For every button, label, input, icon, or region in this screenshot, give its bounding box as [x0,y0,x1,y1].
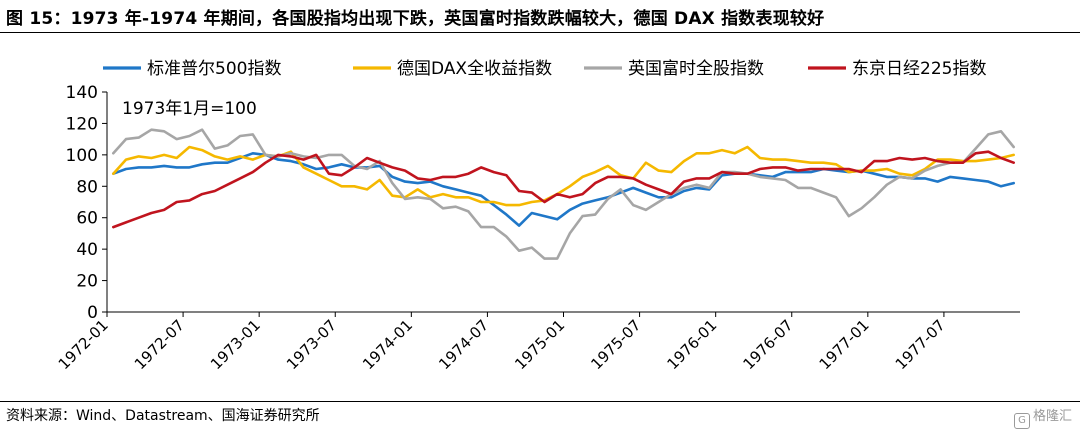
y-tick-label: 60 [76,209,98,229]
series-line-4 [112,150,1016,229]
legend-label: 东京日经225指数 [852,59,986,79]
series-line-3 [112,128,1016,260]
x-tick-label: 1973-07 [283,316,340,373]
y-tick-label: 100 [66,146,98,166]
chart-title: 图 15：1973 年-1974 年期间，各国股指均出现下跌，英国富时指数跌幅较… [6,9,825,29]
x-tick-label: 1973-01 [207,316,264,373]
base-annotation: 1973年1月=100 [122,99,257,119]
x-tick-label: 1972-07 [131,316,188,373]
x-tick-label: 1974-07 [435,316,492,373]
x-ticks: 1972-01 1972-07 1973-01 1973-07 1974-01 1974-… [55,312,949,373]
x-tick-label: 1976-07 [740,316,797,373]
line-chart: 标准普尔500指数 德国DAX全收益指数 英国富时全股指数 东京日经225指数 0 20… [55,59,1020,373]
axes [106,92,1020,313]
watermark: G 格隆汇 [1013,405,1072,429]
x-tick-label: 1976-01 [663,316,720,373]
y-tick-label: 20 [76,272,98,292]
y-tick-label: 120 [66,114,98,134]
x-tick-label: 1975-01 [511,316,568,373]
x-tick-label: 1977-07 [892,316,949,373]
x-tick-label: 1977-01 [816,316,873,373]
x-tick-label: 1972-01 [55,316,112,373]
watermark-logo-icon: G [1013,413,1030,429]
y-tick-label: 80 [76,177,98,197]
y-tick-label: 140 [66,83,98,103]
legend-label: 英国富时全股指数 [628,59,764,79]
watermark-text: 格隆汇 [1032,409,1072,424]
title-divider [0,32,1080,33]
series-layer [112,128,1016,260]
x-tick-label: 1975-07 [587,316,644,373]
footer-divider [0,401,1080,402]
source-note: 资料来源：Wind、Datastream、国海证券研究所 [6,408,320,424]
y-tick-label: 0 [87,303,98,323]
legend-label: 标准普尔500指数 [147,59,281,79]
y-tick-label: 40 [76,240,98,260]
legend-label: 德国DAX全收益指数 [397,59,552,79]
x-tick-label: 1974-01 [359,316,416,373]
legend: 标准普尔500指数 德国DAX全收益指数 英国富时全股指数 东京日经225指数 [103,59,986,79]
y-ticks: 0 20 40 60 80 100 120 140 [66,83,107,323]
